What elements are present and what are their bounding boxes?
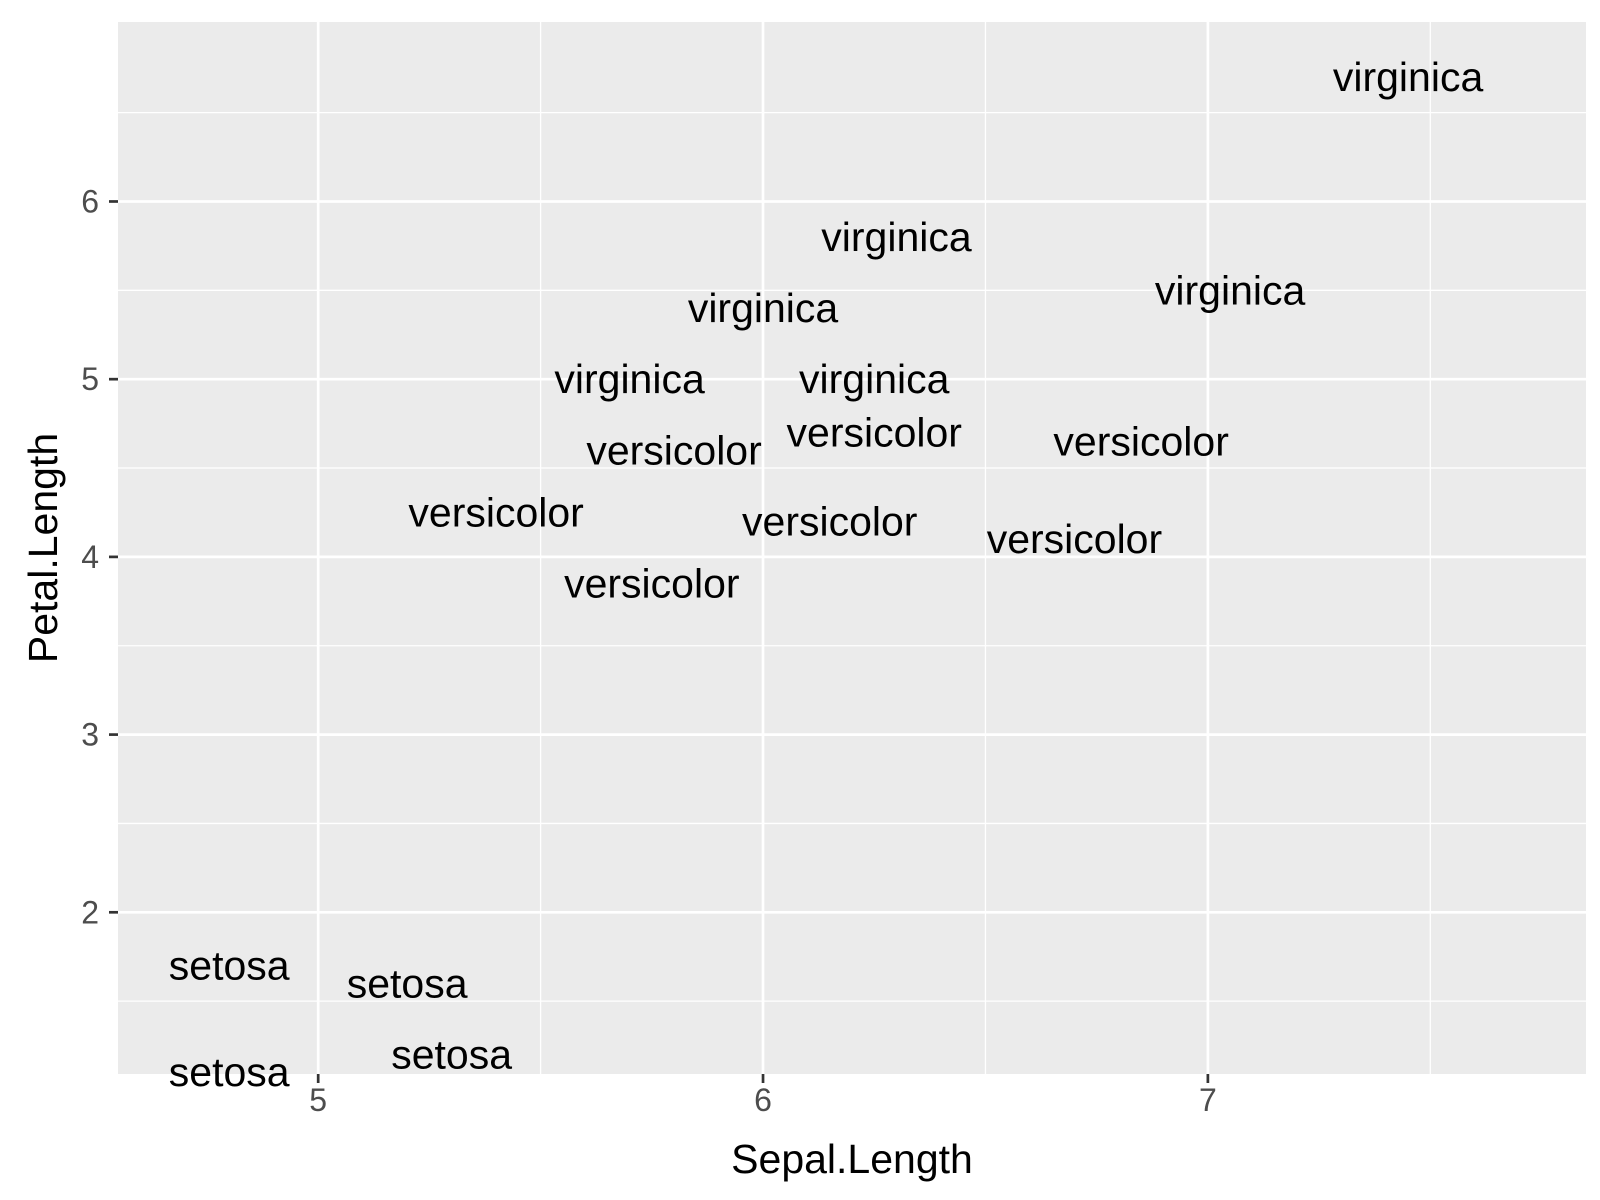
point-label-versicolor: versicolor (1053, 418, 1228, 464)
point-label-virginica: virginica (1155, 267, 1306, 313)
point-label-setosa: setosa (347, 960, 468, 1006)
point-label-versicolor: versicolor (787, 409, 962, 455)
point-label-versicolor: versicolor (564, 561, 739, 607)
y-tick-label: 5 (81, 361, 99, 397)
major-gridlines (118, 22, 1586, 1074)
point-label-versicolor: versicolor (408, 489, 583, 535)
y-tick-label: 6 (81, 183, 99, 219)
y-tick-label: 4 (81, 539, 99, 575)
panel-background (118, 22, 1586, 1074)
point-label-versicolor: versicolor (586, 427, 761, 473)
point-label-versicolor: versicolor (742, 498, 917, 544)
point-label-setosa: setosa (169, 943, 290, 989)
point-label-setosa: setosa (391, 1031, 512, 1077)
point-label-virginica: virginica (554, 356, 705, 402)
y-axis: 2 3 4 5 6 (81, 183, 118, 930)
point-label-virginica: virginica (821, 214, 972, 260)
point-label-virginica: virginica (1333, 54, 1484, 100)
point-label-versicolor: versicolor (987, 516, 1162, 562)
point-label-setosa: setosa (169, 1049, 290, 1095)
x-tick-label: 7 (1199, 1082, 1217, 1118)
y-axis-title: Petal.Length (20, 433, 66, 663)
x-tick-label: 5 (309, 1082, 327, 1118)
y-tick-label: 3 (81, 717, 99, 753)
y-tick-label: 2 (81, 894, 99, 930)
minor-gridlines (118, 22, 1586, 1074)
point-label-virginica: virginica (799, 356, 950, 402)
x-tick-label: 6 (754, 1082, 772, 1118)
point-labels: setosa setosa setosa setosa virginica versico… (169, 54, 1484, 1095)
x-axis: 5 6 7 (309, 1074, 1217, 1118)
point-label-virginica: virginica (688, 285, 839, 331)
x-axis-title: Sepal.Length (731, 1136, 973, 1182)
